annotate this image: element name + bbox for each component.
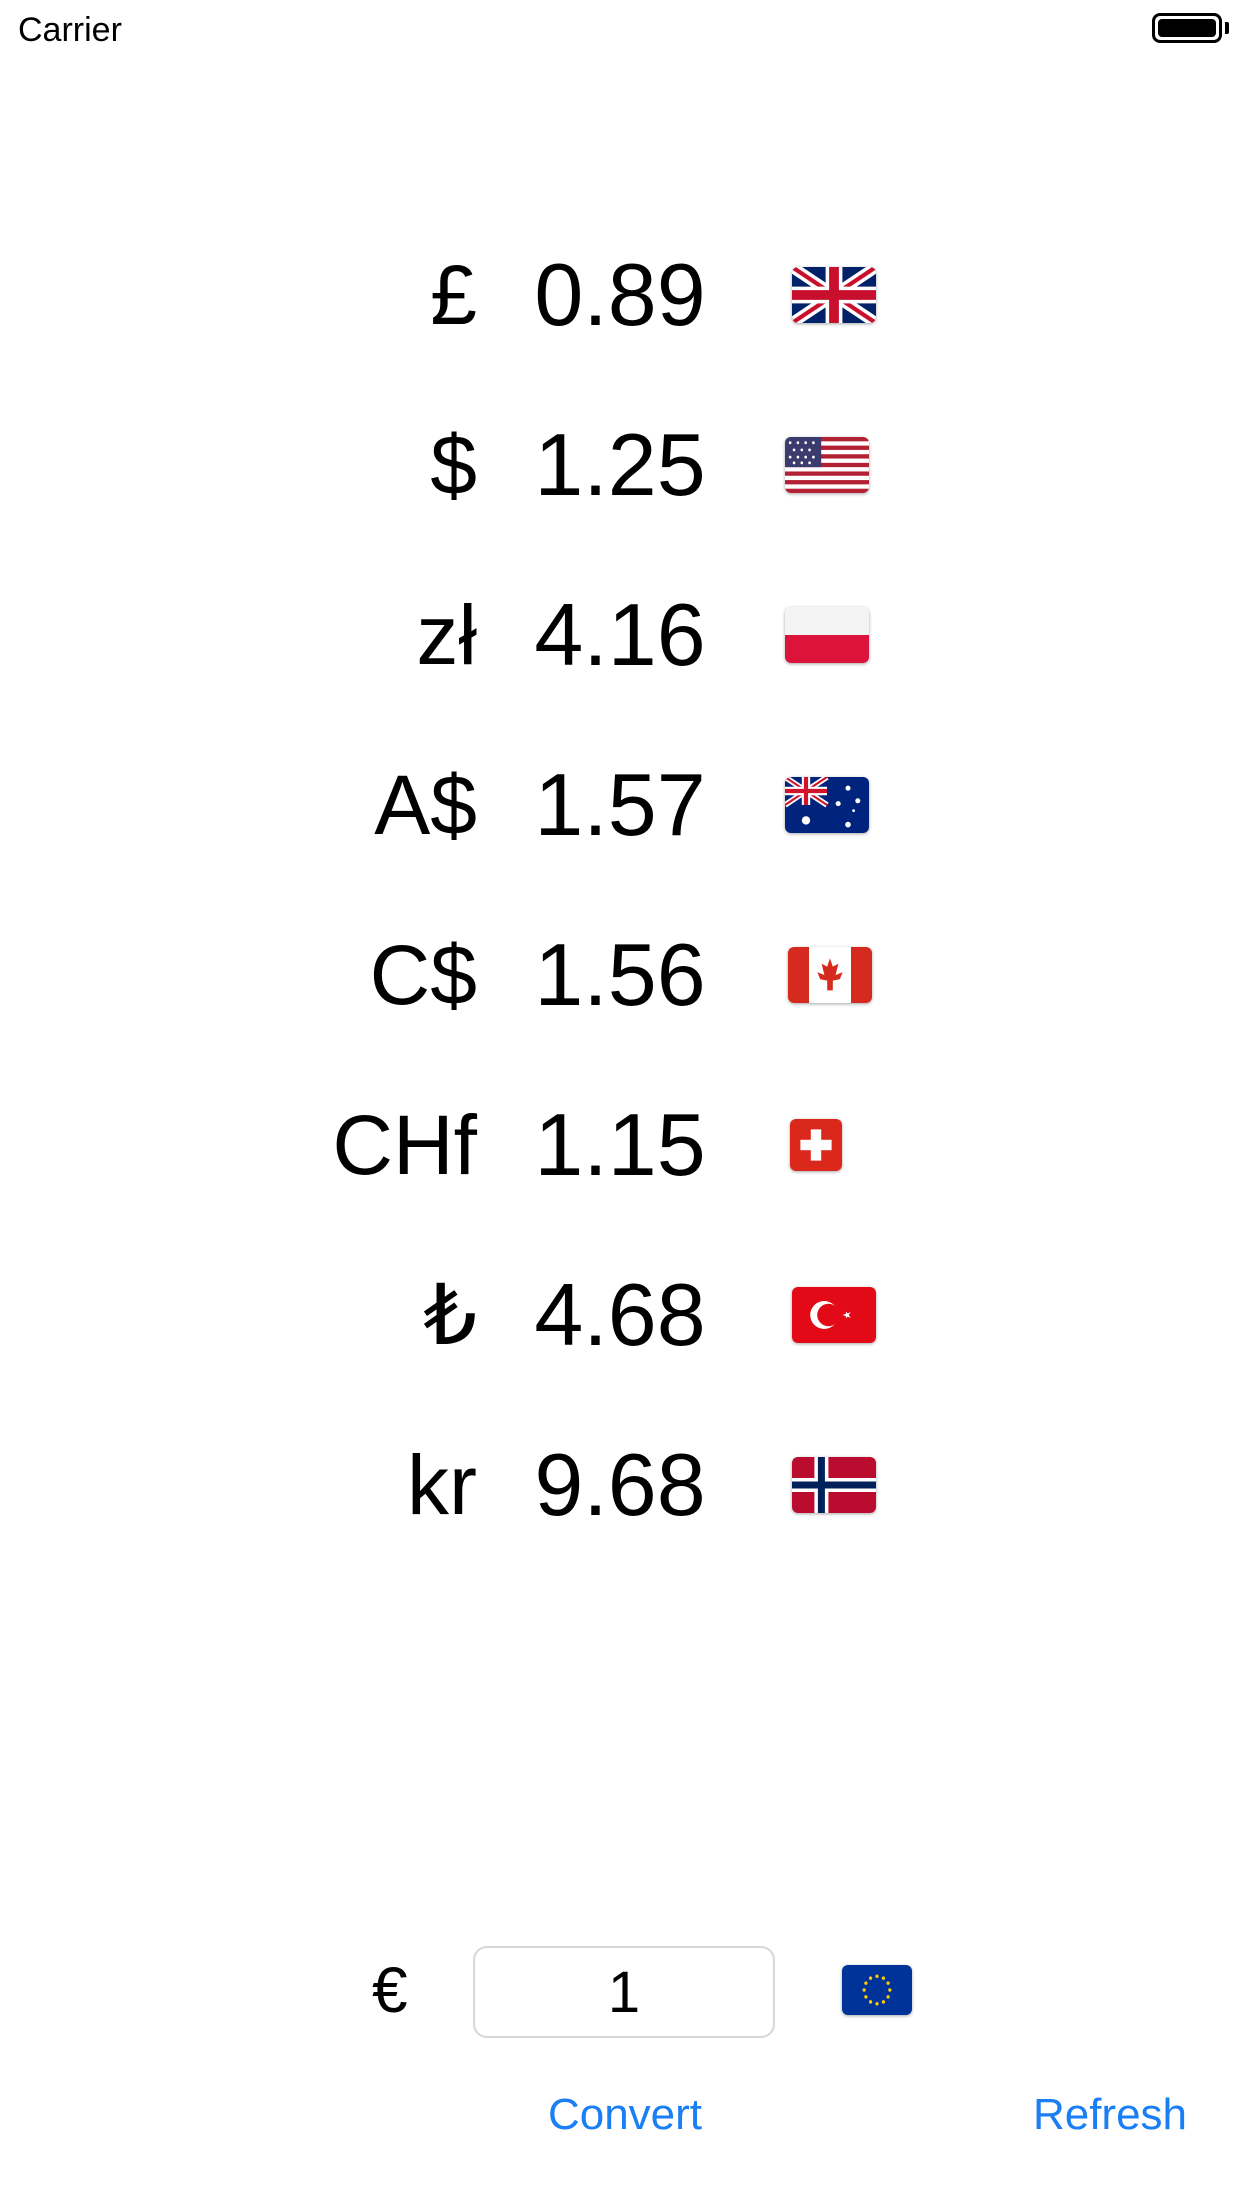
currency-symbol: ₺ xyxy=(424,1260,477,1370)
battery-tip xyxy=(1225,22,1229,34)
rate-value: 1.56 xyxy=(470,920,770,1030)
currency-symbol: zł xyxy=(416,580,477,690)
rate-row-try: ₺ 4.68 xyxy=(0,1260,1242,1370)
rate-value: 9.68 xyxy=(470,1430,770,1540)
switzerland-flag-icon xyxy=(790,1119,842,1171)
convert-button[interactable]: Convert xyxy=(520,2080,730,2150)
rate-row-nok: kr 9.68 xyxy=(0,1430,1242,1540)
status-bar: Carrier xyxy=(0,0,1242,60)
rate-row-pln: zł 4.16 xyxy=(0,580,1242,690)
rate-value: 1.25 xyxy=(470,410,770,520)
eu-flag-icon xyxy=(842,1965,912,2015)
rate-row-cad: C$ 1.56 xyxy=(0,920,1242,1030)
rate-value: 1.15 xyxy=(470,1090,770,1200)
refresh-button[interactable]: Refresh xyxy=(1010,2080,1210,2150)
rate-value: 0.89 xyxy=(470,240,770,350)
us-flag-icon xyxy=(785,437,869,493)
rate-value: 4.16 xyxy=(470,580,770,690)
australia-flag-icon xyxy=(785,777,869,833)
rate-value: 1.57 xyxy=(470,750,770,860)
battery-icon xyxy=(1152,13,1222,43)
rate-row-aud: A$ 1.57 xyxy=(0,750,1242,860)
amount-input-row: € xyxy=(0,1940,1242,2040)
carrier-label: Carrier xyxy=(18,10,122,50)
amount-input[interactable] xyxy=(473,1946,775,2038)
poland-flag-icon xyxy=(785,607,869,663)
rate-row-usd: $ 1.25 xyxy=(0,410,1242,520)
norway-flag-icon xyxy=(792,1457,876,1513)
rate-value: 4.68 xyxy=(470,1260,770,1370)
rate-row-gbp: £ 0.89 xyxy=(0,240,1242,350)
turkey-flag-icon xyxy=(792,1287,876,1343)
rate-row-chf: CHf 1.15 xyxy=(0,1090,1242,1200)
currency-symbol: C$ xyxy=(370,920,477,1030)
uk-flag-icon xyxy=(792,267,876,323)
canada-flag-icon xyxy=(788,947,872,1003)
currency-symbol: A$ xyxy=(374,750,477,860)
currency-symbol: CHf xyxy=(332,1090,477,1200)
currency-symbol: kr xyxy=(407,1430,477,1540)
euro-symbol: € xyxy=(372,1940,408,2040)
